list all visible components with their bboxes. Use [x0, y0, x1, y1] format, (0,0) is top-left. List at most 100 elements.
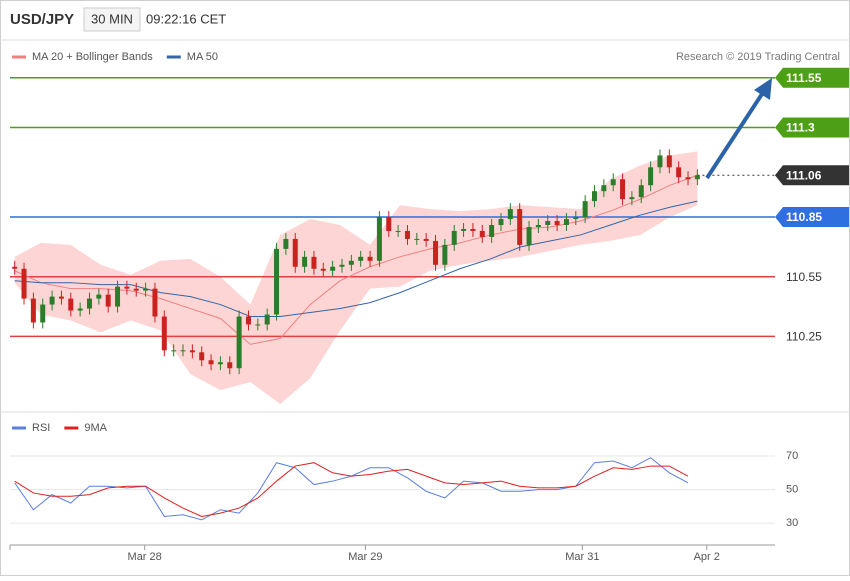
level-label: 111.55	[786, 71, 822, 85]
candle-body	[227, 362, 233, 369]
candle-body	[592, 191, 598, 202]
candle-body	[461, 228, 467, 231]
candle-body	[12, 266, 18, 269]
candle-body	[376, 217, 382, 261]
y-tick-label: 30	[786, 517, 798, 529]
candle-body	[620, 179, 626, 200]
candle-body	[30, 298, 36, 323]
rsi-line	[14, 462, 689, 517]
interval[interactable]: 30 MIN	[91, 11, 133, 26]
level-label: 110.55	[786, 270, 822, 284]
bollinger-band	[14, 151, 698, 405]
candle-body	[657, 155, 663, 168]
candle-body	[358, 256, 364, 261]
candle-body	[96, 294, 102, 299]
candle-body	[302, 256, 308, 267]
candle-body	[180, 350, 186, 352]
candle-body	[40, 304, 46, 323]
candle-body	[423, 238, 429, 241]
candle-body	[143, 288, 149, 291]
candle-body	[685, 177, 691, 180]
candle-body	[320, 268, 326, 271]
candle-body	[666, 155, 672, 168]
level-label: 110.25	[786, 330, 822, 344]
candle-body	[283, 238, 289, 249]
candle-body	[573, 217, 579, 220]
candle-body	[236, 316, 242, 369]
candle-body	[489, 225, 495, 237]
candle-body	[208, 360, 214, 365]
candle-body	[470, 228, 476, 231]
plot-layers: 111.55 111.3 111.06 110.85 110.55 110.25 MA 20…	[10, 51, 849, 563]
level-label: 111.06	[786, 168, 822, 182]
candle-body	[414, 238, 420, 240]
candle-body	[479, 230, 485, 237]
x-tick-label: Mar 31	[565, 551, 599, 563]
candle-body	[535, 225, 541, 227]
interval-box[interactable]	[83, 7, 141, 32]
level-tag	[775, 117, 849, 138]
x-tick-label: Apr 2	[694, 551, 720, 563]
x-tick-label: Mar 29	[348, 551, 382, 563]
level-tag	[775, 207, 849, 228]
forecast-arrow	[705, 78, 772, 180]
candle-body	[68, 298, 74, 311]
symbol: USD/JPY	[10, 11, 74, 28]
credit: Research © 2019 Trading Central	[676, 51, 840, 63]
candle-body	[638, 185, 644, 198]
candle-body	[330, 266, 336, 271]
candle-body	[610, 179, 616, 186]
y-tick-label: 70	[786, 450, 798, 462]
candle-body	[21, 268, 27, 299]
candle-body	[217, 362, 223, 365]
candle-body	[189, 350, 195, 353]
candle-body	[582, 201, 588, 218]
legend-label: MA 20 + Bollinger Bands	[32, 51, 153, 63]
candle-body	[199, 352, 205, 361]
legend-label: MA 50	[187, 51, 218, 63]
candle-body	[161, 316, 167, 351]
legend-label: RSI	[32, 422, 50, 434]
candle-body	[264, 314, 270, 325]
candle-body	[77, 308, 83, 311]
candle-body	[442, 244, 448, 265]
candle-body	[629, 197, 635, 200]
level-tag	[775, 67, 849, 88]
candle-body	[58, 296, 64, 299]
candle-body	[498, 219, 504, 225]
candle-body	[386, 217, 392, 231]
candle-body	[115, 286, 121, 307]
candle-body	[676, 167, 682, 178]
candle-body	[124, 286, 130, 289]
candle-body	[601, 185, 607, 192]
x-tick-label: Mar 28	[128, 551, 162, 563]
ma-line	[14, 200, 698, 318]
candle-body	[255, 324, 261, 326]
candle-body	[49, 296, 55, 305]
candle-body	[292, 238, 298, 267]
candle-body	[545, 221, 551, 225]
candle-body	[517, 209, 523, 245]
candle-body	[433, 240, 439, 265]
candle-body	[563, 219, 569, 225]
candle-body	[554, 221, 560, 225]
candle-body	[526, 226, 532, 245]
candle-body	[86, 298, 92, 309]
candle-body	[152, 288, 158, 317]
candle-body	[367, 256, 373, 261]
candle-body	[105, 294, 111, 307]
candle-body	[245, 316, 251, 325]
candle-body	[404, 230, 410, 239]
legend-label: 9MA	[84, 422, 107, 434]
candle-body	[507, 209, 513, 220]
level-label: 110.85	[786, 210, 822, 224]
arrow-head	[754, 78, 772, 100]
candle-body	[339, 264, 345, 267]
candle-body	[451, 230, 457, 245]
level-tag	[775, 165, 849, 186]
y-tick-label: 50	[786, 483, 798, 495]
candle-body	[311, 256, 317, 269]
candle-body	[395, 230, 401, 232]
candle-body	[171, 350, 177, 352]
